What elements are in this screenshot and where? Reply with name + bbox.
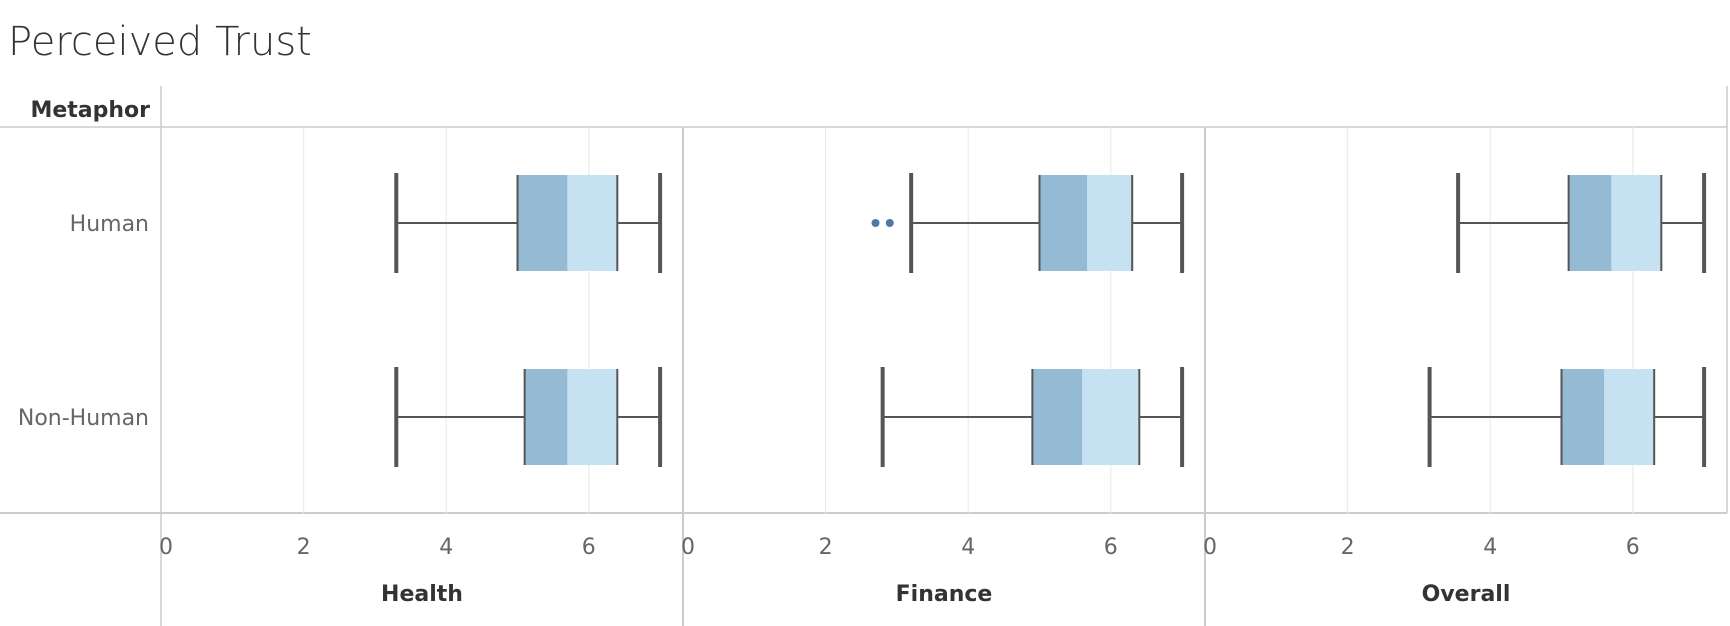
panel-label: Health (381, 582, 463, 607)
tick-label: 0 (1203, 535, 1217, 560)
tick-label: 2 (819, 535, 833, 560)
row-label: Non-Human (18, 406, 149, 431)
box-group (871, 173, 1185, 273)
box-group (1427, 367, 1707, 467)
tick-label: 6 (1626, 535, 1640, 560)
tick-label: 4 (961, 535, 975, 560)
box-lower-half (1561, 369, 1605, 465)
chart-frame (0, 86, 1728, 626)
box-upper-half (1611, 175, 1662, 271)
tick-label: 2 (1341, 535, 1355, 560)
tick-label: 6 (1104, 535, 1118, 560)
row-header: Metaphor (30, 98, 150, 123)
outlier-point (885, 219, 894, 227)
box-group (394, 367, 663, 467)
box-upper-half (567, 369, 618, 465)
box-lower-half (1032, 369, 1083, 465)
tick-label: 4 (439, 535, 453, 560)
gridlines (303, 127, 1634, 513)
tick-label: 0 (681, 535, 695, 560)
box-group (1456, 173, 1707, 273)
panel-label: Finance (896, 582, 993, 607)
tick-label: 0 (159, 535, 173, 560)
row-labels: Human Non-Human (18, 212, 149, 431)
panel-label: Overall (1422, 582, 1511, 607)
box-lower-half (524, 369, 568, 465)
tick-label: 6 (582, 535, 596, 560)
row-label: Human (70, 212, 149, 237)
tick-label: 2 (297, 535, 311, 560)
box-group (394, 173, 663, 273)
x-axis-ticks: 0 2 4 6 0 2 4 6 0 2 4 6 (159, 535, 1640, 560)
box-group (880, 367, 1185, 467)
box-upper-half (1604, 369, 1655, 465)
box-upper-half (567, 175, 618, 271)
box-upper-half (1082, 369, 1140, 465)
panel-labels: Health Finance Overall (381, 582, 1510, 607)
box-lower-half (517, 175, 568, 271)
tick-label: 4 (1483, 535, 1497, 560)
box-upper-half (1087, 175, 1133, 271)
chart-title: Perceived Trust (8, 19, 312, 65)
outlier-point (871, 219, 880, 227)
box-lower-half (1039, 175, 1088, 271)
box-lower-half (1568, 175, 1612, 271)
box-marks (394, 173, 1707, 467)
